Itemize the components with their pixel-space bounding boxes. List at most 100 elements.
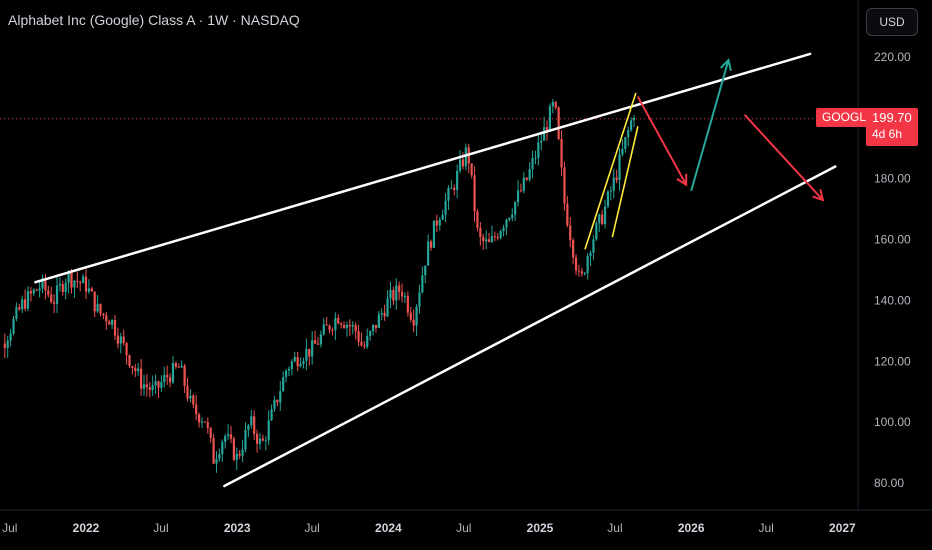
candlestick-series <box>3 98 636 473</box>
candle-body <box>197 414 201 423</box>
candle-body <box>348 324 351 327</box>
candle-body <box>50 294 53 303</box>
candle-body <box>139 368 143 389</box>
candle-body <box>592 239 595 253</box>
price-tick-label: 180.00 <box>874 172 911 186</box>
time-tick-label: Jul <box>304 521 319 535</box>
candle-body <box>250 416 253 426</box>
candle-body <box>24 299 27 309</box>
candle-body <box>212 438 215 464</box>
candle-body <box>412 319 415 326</box>
candle-body <box>105 315 108 322</box>
candle-body <box>154 381 157 386</box>
green-arrow-head-icon <box>720 58 732 71</box>
candle-body <box>203 421 206 423</box>
candle-body <box>325 324 328 326</box>
candle-body <box>438 219 441 226</box>
candle-body <box>183 365 186 386</box>
candle-body <box>545 127 549 131</box>
currency-button[interactable]: USD <box>866 8 918 36</box>
candle-body <box>456 170 459 190</box>
wedge-line[interactable] <box>584 92 637 250</box>
candle-body <box>215 458 218 464</box>
candle-body <box>595 223 598 240</box>
candle-body <box>409 312 412 320</box>
candle-body <box>603 206 607 225</box>
candle-body <box>360 341 363 346</box>
candle-body <box>369 331 372 336</box>
candle-body <box>322 324 325 335</box>
candle-body <box>458 159 462 171</box>
candle-body <box>82 276 85 284</box>
red-arrow[interactable] <box>743 114 824 201</box>
candle-body <box>574 257 578 271</box>
candle-body <box>476 211 479 228</box>
candle-body <box>273 399 276 410</box>
candle-body <box>232 438 235 460</box>
candle-body <box>166 374 169 378</box>
candle-body <box>67 272 70 283</box>
candle-body <box>41 278 44 289</box>
candle-body <box>519 190 523 192</box>
candle-body <box>163 374 166 383</box>
candle-body <box>296 356 299 367</box>
candle-body <box>131 366 134 368</box>
time-tick-label: Jul <box>607 521 622 535</box>
candle-body <box>505 219 508 228</box>
candle-body <box>244 429 247 450</box>
red-arrow[interactable] <box>636 96 688 186</box>
candle-body <box>122 336 125 343</box>
candle-body <box>53 302 56 304</box>
candle-body <box>218 454 221 459</box>
time-tick-label: 2027 <box>829 521 856 535</box>
candle-body <box>427 241 430 266</box>
candle-body <box>261 438 264 441</box>
candle-body <box>441 214 444 220</box>
candle-body <box>516 190 520 203</box>
candle-body <box>598 214 601 224</box>
lower-channel-line[interactable] <box>223 165 837 488</box>
candle-body <box>479 227 482 237</box>
candle-body <box>189 395 192 399</box>
candle-body <box>29 291 33 294</box>
candle-body <box>470 163 473 176</box>
candle-body <box>334 317 337 331</box>
green-arrow[interactable] <box>690 59 730 192</box>
candle-body <box>76 280 79 282</box>
candle-body <box>253 416 256 434</box>
candle-body <box>540 140 543 143</box>
candle-body <box>267 420 270 441</box>
candle-body <box>270 409 273 421</box>
candle-body <box>313 340 317 344</box>
candle-body <box>9 333 12 341</box>
price-tick-label: 120.00 <box>874 354 911 368</box>
candle-body <box>290 361 293 369</box>
time-axis[interactable]: Jul 2022 Jul 2023 Jul 2024 Jul 2025 Jul 2026 Jul 20… <box>2 521 856 535</box>
candle-body <box>128 355 131 367</box>
candle-body <box>528 169 531 180</box>
wedge-line[interactable] <box>611 126 639 238</box>
candle-body <box>35 289 38 291</box>
candle-body <box>464 147 467 167</box>
candle-body <box>566 203 569 226</box>
candle-body <box>418 292 421 307</box>
candle-body <box>235 453 238 460</box>
candle-body <box>3 343 6 348</box>
candle-body <box>554 101 557 108</box>
candle-body <box>337 317 340 324</box>
candle-body <box>209 427 212 439</box>
candle-body <box>496 236 499 238</box>
candle-body <box>395 285 398 301</box>
candle-body <box>398 285 401 292</box>
candle-body <box>87 288 90 292</box>
candle-body <box>366 335 369 347</box>
candle-body <box>79 281 82 284</box>
upper-channel-line[interactable] <box>34 52 812 284</box>
candle-body <box>421 275 424 293</box>
candle-body <box>293 356 296 362</box>
candle-body <box>145 384 148 388</box>
bar-countdown: 4d 6h <box>872 127 903 141</box>
candle-body <box>551 101 554 107</box>
candle-body <box>342 324 346 328</box>
